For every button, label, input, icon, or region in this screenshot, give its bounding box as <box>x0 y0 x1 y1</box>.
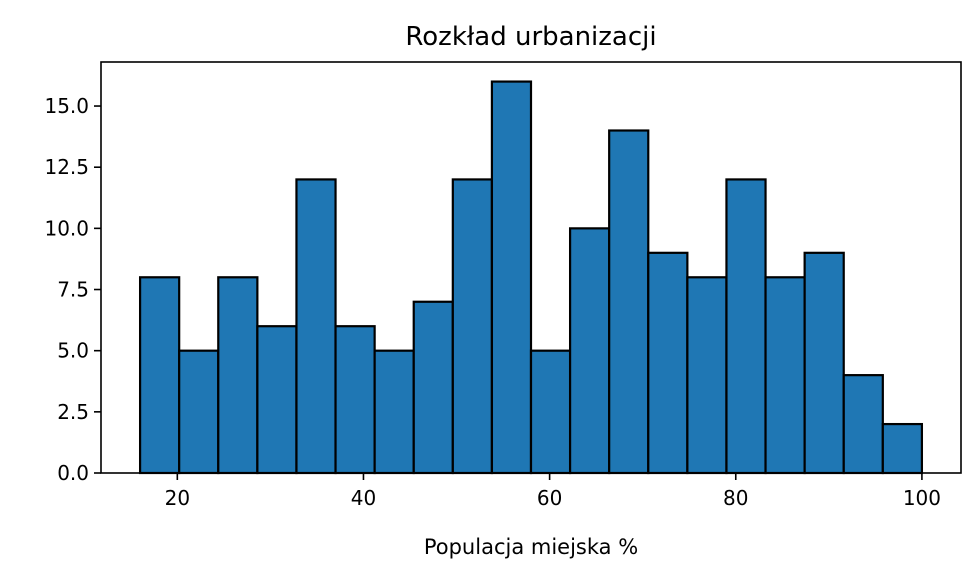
histogram-bar <box>842 374 884 475</box>
histogram-bar <box>334 325 376 475</box>
histogram-bar <box>803 251 845 475</box>
plot-frame <box>100 61 962 474</box>
histogram-bar <box>373 349 415 475</box>
histogram-bar <box>568 227 611 475</box>
histogram-bar <box>881 422 924 475</box>
y-tick-label: 15.0 <box>44 94 89 118</box>
y-tick-label: 12.5 <box>44 155 89 179</box>
x-tick-label: 80 <box>723 486 748 510</box>
x-tick-label: 100 <box>903 486 941 510</box>
histogram-bar <box>256 325 298 475</box>
histogram-bar <box>295 178 337 475</box>
x-axis-label: Populacja miejska % <box>424 535 638 559</box>
histogram-bar <box>608 129 650 475</box>
histogram-bar <box>178 349 220 475</box>
histogram-bar <box>647 251 689 475</box>
histogram-bar <box>451 178 494 475</box>
y-tick-label: 10.0 <box>44 216 89 240</box>
chart-title: Rozkład urbanizacji <box>405 22 656 52</box>
y-tick-label: 7.5 <box>57 278 89 302</box>
x-tick-label: 60 <box>537 486 562 510</box>
histogram-bar <box>529 349 572 475</box>
histogram-bar <box>217 276 259 475</box>
x-axis-ticks: 20 40 60 80 100 <box>165 473 941 510</box>
histogram-bar <box>490 80 533 475</box>
x-tick-label: 40 <box>351 486 376 510</box>
y-tick-label: 5.0 <box>57 339 89 363</box>
histogram-bar <box>764 276 806 475</box>
bars-group <box>138 80 924 475</box>
histogram-bar <box>686 276 728 475</box>
y-tick-label: 2.5 <box>57 400 89 424</box>
histogram-bar <box>412 300 454 475</box>
y-axis-ticks: 0.0 2.5 5.0 7.5 10.0 12.5 15.0 <box>44 94 101 485</box>
y-tick-label: 0.0 <box>57 461 89 485</box>
histogram-bar <box>725 178 767 475</box>
histogram-bar <box>138 276 181 475</box>
x-tick-label: 20 <box>165 486 190 510</box>
